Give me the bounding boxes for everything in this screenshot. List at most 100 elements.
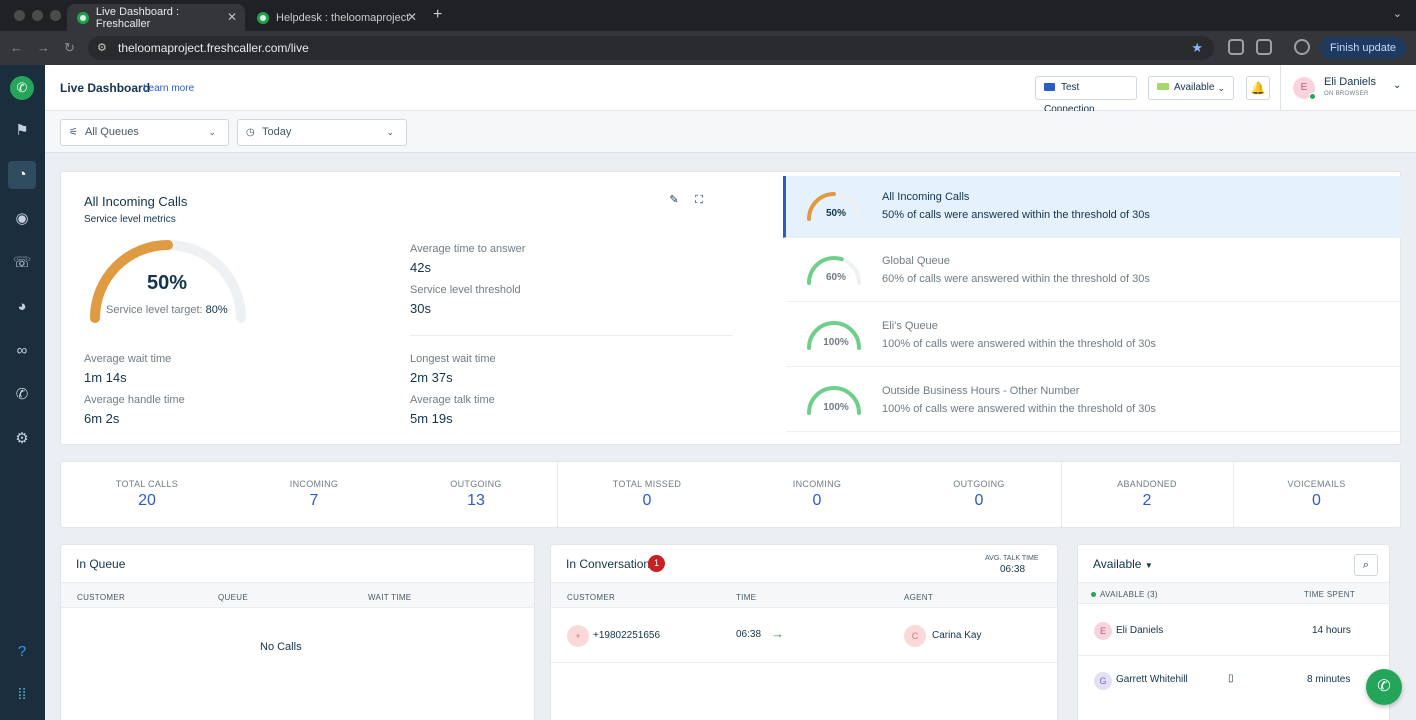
queue-gauge — [807, 192, 861, 221]
period-filter-select[interactable]: ◷ Today ⌄ — [237, 119, 407, 146]
stat-label: ABANDONED — [1117, 479, 1177, 489]
tab-title: Helpdesk : theloomaproject — [276, 11, 410, 24]
clock-icon: ◷ — [246, 127, 255, 138]
reports-pie-icon[interactable]: ◕ — [17, 298, 27, 315]
queue-item[interactable]: 60% Global Queue 60% of calls were answe… — [786, 240, 1404, 302]
profile-icon[interactable] — [1294, 39, 1310, 55]
window-controls[interactable] — [14, 10, 61, 21]
call-log-icon[interactable]: ☏ — [12, 254, 32, 271]
card-title: All Incoming Calls — [84, 194, 188, 209]
test-connection-button[interactable]: Test Connection — [1035, 76, 1137, 115]
settings-gear-icon[interactable]: ⚙ — [15, 430, 29, 447]
table-row[interactable]: + +19802251656 06:38 → C Carina Kay — [551, 608, 1057, 663]
site-settings-icon[interactable]: ⚙ — [97, 42, 107, 54]
help-icon[interactable]: ? — [17, 643, 27, 660]
tab-search-chevron-icon[interactable]: ⌄ — [1392, 8, 1402, 20]
service-level-card: All Incoming Calls Service level metrics… — [60, 171, 1404, 445]
apps-grid-icon[interactable]: ⁞⁞ — [17, 686, 27, 703]
status-dropdown[interactable]: Available ⌄ — [1148, 76, 1234, 100]
fullscreen-expand-icon[interactable]: ⛶ — [695, 194, 703, 206]
avatar-initial: E — [1300, 82, 1308, 93]
queue-name: All Incoming Calls — [882, 191, 970, 203]
queue-description: 60% of calls were answered within the th… — [882, 273, 1150, 285]
table-header — [1078, 582, 1389, 604]
customer-number: +19802251656 — [593, 630, 661, 641]
agent-name: Carina Kay — [932, 630, 982, 641]
divider — [410, 335, 733, 336]
queue-item[interactable]: 100% Eli's Queue 100% of calls were answ… — [786, 305, 1404, 367]
queue-gauge — [807, 256, 861, 285]
table-row[interactable]: E Eli Daniels 14 hours — [1078, 606, 1389, 656]
stat-missed-outgoing: OUTGOING 0 — [897, 462, 1061, 527]
stat-total-calls: TOTAL CALLS 20 — [61, 462, 233, 527]
empty-state: No Calls — [260, 641, 302, 653]
time-spent: 14 hours — [1312, 625, 1351, 636]
flag-icon[interactable]: ⚑ — [15, 122, 29, 139]
queue-item[interactable]: 100% Outside Business Hours - Other Numb… — [786, 370, 1404, 432]
user-avatar[interactable]: E — [1293, 77, 1316, 100]
avg-talk-time-value: 06:38 — [1000, 564, 1026, 575]
column-header: AVAILABLE (3) — [1100, 590, 1158, 599]
queue-percent: 100% — [823, 337, 849, 348]
browser-tab-bar: Live Dashboard : Freshcaller ✕ Helpdesk … — [0, 0, 1416, 31]
table-row[interactable]: G Garrett Whitehill ▯ 8 minutes — [1078, 656, 1389, 706]
queue-description: 100% of calls were answered within the t… — [882, 338, 1156, 350]
target-label: Service level target: — [106, 304, 203, 316]
stat-incoming: INCOMING 7 — [233, 462, 395, 527]
queue-item[interactable]: 50% All Incoming Calls 50% of calls were… — [783, 176, 1401, 238]
mobile-device-icon: ▯ — [1228, 673, 1234, 684]
avg-talk-time-label: AVG. TALK TIME — [985, 555, 1039, 562]
queue-name: Global Queue — [882, 255, 950, 267]
panel-title: In Conversation — [566, 557, 651, 571]
service-level-percent: 50% — [147, 272, 188, 294]
browser-tab-live-dashboard[interactable]: Live Dashboard : Freshcaller ✕ — [67, 4, 245, 31]
status-label: Available — [1174, 82, 1215, 93]
user-menu-chevron-icon[interactable]: ⌄ — [1393, 80, 1402, 91]
period-filter-value: Today — [262, 126, 292, 138]
stat-label: OUTGOING — [450, 479, 502, 489]
arrow-right-icon: → — [771, 626, 784, 641]
dashboard-gauge-icon[interactable]: ◔ — [8, 161, 36, 189]
user-name[interactable]: Eli Daniels — [1324, 76, 1376, 88]
column-header: WAIT TIME — [368, 593, 412, 602]
new-tab-icon[interactable]: + — [433, 6, 443, 23]
agent-name: Garrett Whitehill — [1116, 674, 1188, 685]
queue-percent: 100% — [823, 402, 849, 413]
extension-icon[interactable] — [1228, 39, 1244, 55]
stat-voicemails: VOICEMAILS 0 — [1233, 462, 1400, 527]
agent-status-filter[interactable]: Available ▼ — [1093, 557, 1153, 571]
dialer-phone-button[interactable]: ✆ — [1366, 669, 1402, 705]
filter-bar: ⚟ All Queues ⌄ ◷ Today ⌄ — [45, 111, 1416, 153]
conversation-count-badge: 1 — [648, 555, 665, 572]
forward-icon[interactable]: → — [37, 40, 50, 55]
divider — [1280, 65, 1281, 111]
notifications-bell-icon[interactable]: 🔔 — [1246, 76, 1270, 100]
bookmark-star-icon[interactable]: ★ — [1191, 40, 1203, 55]
metric-value: 2m 37s — [410, 370, 453, 385]
phone-settings-icon[interactable]: ✆ — [15, 386, 29, 403]
close-tab-icon[interactable]: ✕ — [406, 10, 417, 24]
url-field[interactable]: ⚙ theloomaproject.freshcaller.com/live ★ — [88, 36, 1214, 60]
browser-tab-helpdesk[interactable]: Helpdesk : theloomaproject ✕ — [247, 4, 425, 31]
metric-value: 30s — [410, 301, 431, 316]
extension-puzzle-icon[interactable] — [1256, 39, 1272, 55]
metric-label: Longest wait time — [410, 353, 496, 365]
queue-description: 50% of calls were answered within the th… — [882, 209, 1150, 221]
call-time: 06:38 — [736, 629, 762, 640]
voicemail-icon[interactable]: ∞ — [16, 342, 28, 359]
freshcaller-logo-icon[interactable]: ✆ — [10, 76, 34, 100]
column-header: QUEUE — [218, 593, 248, 602]
tab-title: Live Dashboard : Freshcaller — [95, 5, 180, 30]
edit-pencil-icon[interactable]: ✎ — [669, 194, 679, 206]
back-icon[interactable]: ← — [10, 40, 23, 55]
column-header: CUSTOMER — [77, 593, 126, 602]
finish-update-button[interactable]: Finish update — [1320, 37, 1407, 59]
queue-filter-select[interactable]: ⚟ All Queues ⌄ — [60, 119, 229, 146]
queue-name: Eli's Queue — [882, 320, 938, 332]
contacts-icon[interactable]: ◉ — [15, 210, 29, 227]
search-icon[interactable]: ⌕ — [1354, 554, 1378, 576]
reload-icon[interactable]: ↻ — [64, 40, 75, 55]
queue-icon: ⚟ — [69, 127, 78, 138]
learn-more-link[interactable]: Learn more — [143, 83, 195, 94]
close-tab-icon[interactable]: ✕ — [226, 10, 237, 24]
